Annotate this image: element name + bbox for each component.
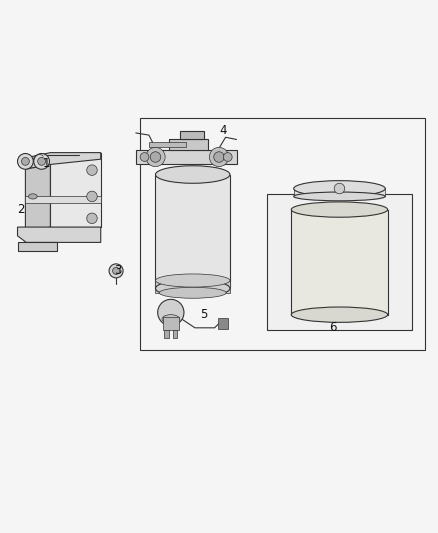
Polygon shape — [25, 197, 101, 203]
Bar — [164, 330, 169, 338]
Bar — [163, 317, 179, 330]
Polygon shape — [18, 243, 57, 251]
Circle shape — [158, 300, 184, 326]
Ellipse shape — [293, 181, 385, 197]
Circle shape — [38, 157, 46, 165]
Ellipse shape — [159, 287, 226, 298]
Circle shape — [34, 154, 49, 169]
Ellipse shape — [293, 192, 385, 201]
Circle shape — [21, 157, 29, 165]
Text: 2: 2 — [17, 203, 25, 216]
Text: 5: 5 — [200, 308, 207, 321]
Circle shape — [18, 154, 33, 169]
Bar — [149, 142, 186, 147]
Ellipse shape — [155, 166, 230, 183]
Bar — [293, 188, 385, 197]
Polygon shape — [136, 150, 237, 164]
Circle shape — [87, 213, 97, 223]
Circle shape — [209, 147, 229, 167]
Bar — [180, 131, 204, 140]
Circle shape — [214, 152, 224, 162]
Bar — [173, 330, 177, 338]
Ellipse shape — [291, 202, 388, 217]
Ellipse shape — [291, 307, 388, 322]
Bar — [140, 118, 425, 350]
Ellipse shape — [162, 314, 180, 324]
Text: 1: 1 — [42, 157, 50, 170]
Circle shape — [223, 152, 232, 161]
Polygon shape — [18, 227, 101, 243]
Bar — [218, 318, 228, 329]
Bar — [155, 174, 230, 288]
Polygon shape — [25, 152, 101, 169]
Circle shape — [87, 165, 97, 175]
Bar — [169, 140, 208, 150]
Circle shape — [150, 152, 161, 162]
Circle shape — [334, 183, 345, 194]
Polygon shape — [50, 152, 101, 227]
Bar — [267, 194, 412, 330]
Circle shape — [113, 268, 120, 274]
Text: 6: 6 — [329, 321, 337, 334]
Bar — [291, 209, 388, 314]
Ellipse shape — [155, 280, 230, 297]
Ellipse shape — [155, 274, 230, 287]
Circle shape — [109, 264, 123, 278]
Ellipse shape — [28, 194, 37, 199]
Text: 3: 3 — [115, 264, 122, 277]
Circle shape — [146, 147, 165, 167]
Circle shape — [87, 191, 97, 201]
Bar — [155, 280, 230, 293]
Polygon shape — [25, 165, 50, 231]
Circle shape — [140, 152, 149, 161]
Text: 4: 4 — [219, 124, 227, 137]
